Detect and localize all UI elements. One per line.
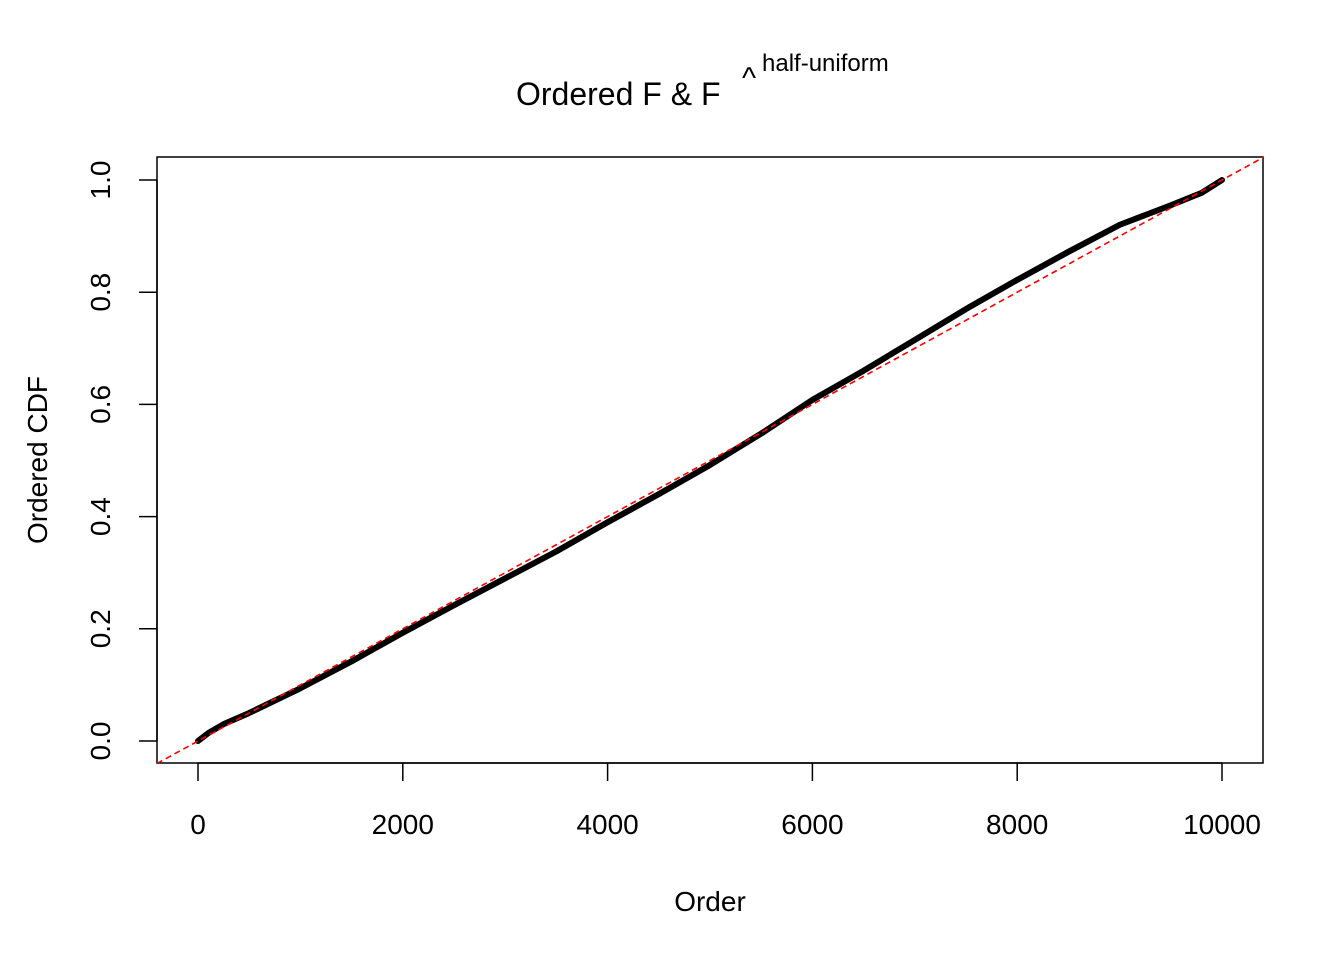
y-tick-label: 0.4 xyxy=(85,497,116,536)
y-tick-label: 0.8 xyxy=(85,273,116,312)
y-tick-label: 0.2 xyxy=(85,609,116,648)
x-tick-label: 2000 xyxy=(372,809,434,840)
x-tick-label: 6000 xyxy=(781,809,843,840)
y-tick-label: 0.6 xyxy=(85,385,116,424)
y-axis: 0.0 0.2 0.4 0.6 0.8 1.0 xyxy=(85,161,158,761)
x-tick-label: 4000 xyxy=(576,809,638,840)
title-superscript: half-uniform xyxy=(762,50,889,77)
x-tick-label: 10000 xyxy=(1183,809,1261,840)
y-tick-label: 1.0 xyxy=(85,161,116,200)
title-main: Ordered F & xyxy=(516,76,701,112)
x-tick-label: 0 xyxy=(190,809,206,840)
chart-title: Ordered F & F xyxy=(516,76,721,112)
x-axis-label: Order xyxy=(674,886,746,917)
y-tick-label: 0.0 xyxy=(85,722,116,761)
x-tick-label: 8000 xyxy=(986,809,1048,840)
x-axis: 0 2000 4000 6000 8000 10000 xyxy=(190,762,1261,840)
title-hat: ^ xyxy=(742,62,756,95)
reference-line xyxy=(157,157,1263,763)
ordered-cdf-line xyxy=(195,177,1225,744)
title-hat-symbol: F xyxy=(701,76,721,112)
y-axis-label: Ordered CDF xyxy=(22,376,53,544)
